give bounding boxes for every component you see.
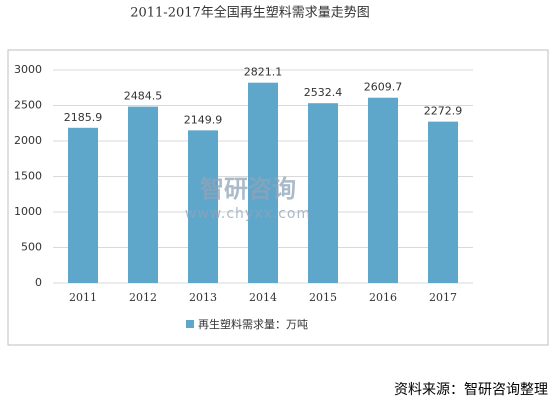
y-tick-label: 1500: [14, 170, 42, 183]
chart-frame: [7, 49, 549, 346]
data-label: 2821.1: [244, 66, 283, 79]
data-label: 2149.9: [184, 113, 223, 126]
legend-label: 再生塑料需求量：万吨: [198, 317, 308, 331]
x-tick-label: 2014: [249, 291, 277, 304]
bar: [248, 82, 278, 283]
y-tick-label: 0: [35, 276, 42, 289]
x-tick-label: 2015: [309, 291, 337, 304]
data-label: 2532.4: [304, 86, 343, 99]
bar: [368, 97, 398, 283]
watermark: 智研咨询: [200, 175, 296, 203]
bar: [68, 127, 98, 283]
x-tick-label: 2016: [369, 291, 397, 304]
y-tick-label: 500: [21, 241, 42, 254]
x-tick-label: 2012: [129, 291, 157, 304]
bar: [128, 106, 158, 284]
y-tick-label: 2500: [14, 99, 42, 112]
legend-swatch: [186, 320, 194, 328]
data-label: 2609.7: [364, 81, 403, 94]
x-tick-label: 2013: [189, 291, 217, 304]
data-label: 2484.5: [124, 90, 163, 103]
bar: [308, 103, 338, 283]
x-tick-label: 2017: [429, 291, 457, 304]
y-tick-label: 1000: [14, 205, 42, 218]
data-label: 2185.9: [64, 111, 103, 124]
y-tick-label: 3000: [14, 63, 42, 76]
chart-title: 2011-2017年全国再生塑料需求量走势图: [130, 5, 370, 21]
y-tick-label: 2000: [14, 134, 42, 147]
x-tick-label: 2011: [69, 291, 97, 304]
bar: [188, 130, 218, 283]
data-label: 2272.9: [424, 105, 463, 118]
bar: [428, 121, 458, 283]
watermark-url: www.chyxx.com: [185, 206, 311, 222]
source: 资料来源：智研咨询整理: [394, 382, 548, 398]
